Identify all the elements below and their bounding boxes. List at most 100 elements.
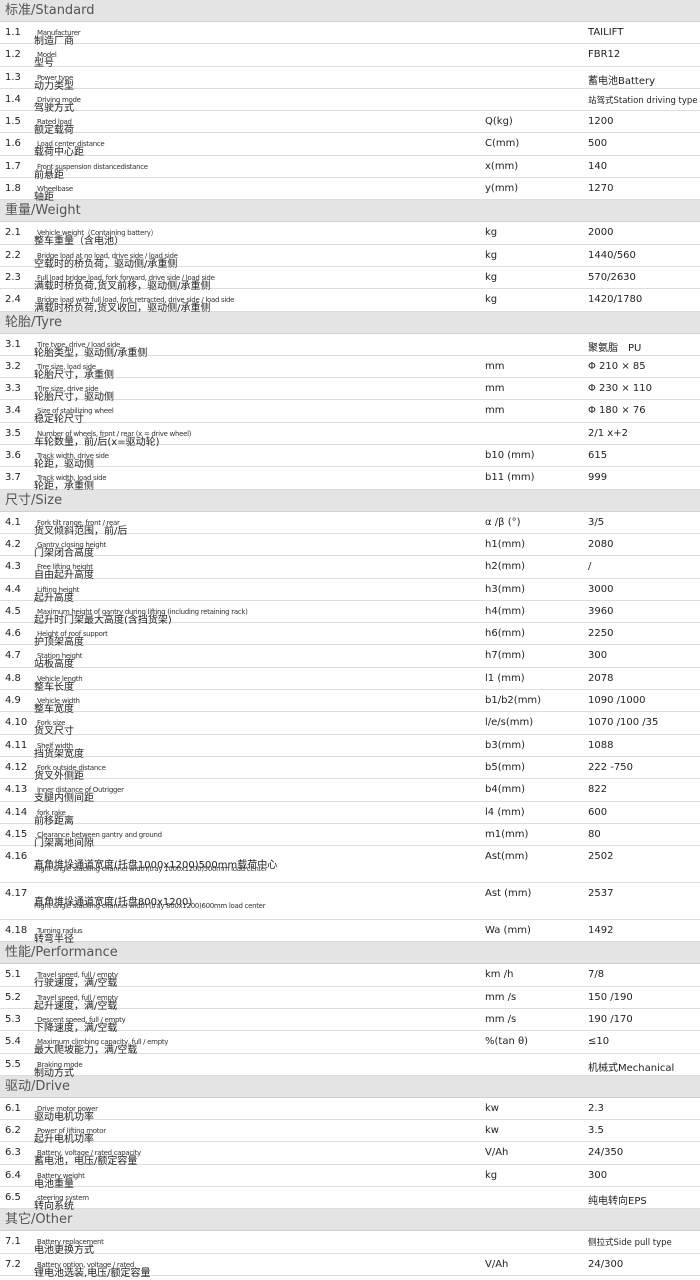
item-unit: b5(mm) — [485, 761, 525, 773]
item-value: 1070 /100 /35 — [588, 717, 659, 729]
item-label: 整车重量（含电池） Vehicle weight（Containing batte… — [34, 227, 158, 247]
item-label: 站板高度 Station height — [34, 650, 83, 670]
item-label-cn: 前悬距 — [34, 169, 64, 181]
item-label: 制造厂商 Manufacturer — [34, 27, 81, 47]
spec-row: 4.11 挡货架宽度 Shelf width b3(mm) 1088 — [0, 735, 700, 760]
item-label-cn: 门架离地间隙 — [34, 837, 94, 849]
spec-row: 1.3 动力类型 Power type 蓄电池Battery — [0, 67, 700, 92]
item-label: 门架闭合高度 Gantry closing height — [34, 539, 106, 559]
item-label-en: Turning radius — [37, 927, 83, 936]
item-value: 615 — [588, 450, 608, 462]
item-label: 货叉外侧距 Fork outside distance — [34, 762, 106, 782]
item-label-en: Number of wheels, front / rear (x = driv… — [37, 429, 192, 438]
item-label-en: Battery weight — [37, 1171, 85, 1180]
item-label: 载荷中心距 Load center distance — [34, 138, 105, 158]
item-label-cn: 货叉外侧距 — [34, 770, 84, 782]
item-label-en: Power of lifting motor — [37, 1127, 106, 1136]
item-number: 3.3 — [5, 383, 21, 395]
item-label: 挡货架宽度 Shelf width — [34, 740, 84, 760]
item-label: 制动方式 Braking mode — [34, 1059, 83, 1079]
spec-row: 4.1 货叉倾斜范围，前/后 Fork tilt range, front / re… — [0, 512, 700, 537]
item-value: 机械式Mechanical — [588, 1062, 675, 1074]
item-label: 蓄电池，电压/额定容量 Battery, voltage / rated capa… — [34, 1147, 141, 1167]
item-value: 侧拉式Side pull type — [588, 1238, 672, 1249]
item-label: 护顶架高度 Height of roof support — [34, 628, 108, 648]
item-unit: α /β (°) — [485, 516, 521, 528]
item-label-en: Fork outside distance — [37, 763, 106, 772]
item-label: 轮胎尺寸，承重侧 Tire size, load side — [34, 361, 114, 381]
spec-row: 1.5 额定载荷 Rated load Q(kg) 1200 — [0, 111, 700, 136]
item-value: ≤10 — [588, 1036, 610, 1048]
item-label-cn: 轮距，驱动侧 — [34, 459, 94, 471]
item-value: 2.3 — [588, 1102, 604, 1114]
item-value: 聚氨脂 PU — [588, 342, 642, 354]
spec-row: 4.17 直角堆垛通道宽度(托盘800x1200) Right angle stac… — [0, 883, 700, 921]
item-number: 4.12 — [5, 761, 28, 773]
item-label-en: Maximum climbing capacity, full / empty — [37, 1038, 169, 1047]
item-unit: x(mm) — [485, 160, 519, 172]
item-unit: kw — [485, 1125, 499, 1137]
item-value: 2/1 x+2 — [588, 427, 628, 439]
spec-row: 3.6 轮距，驱动侧 Track width, drive side b10 (mm)… — [0, 445, 700, 471]
item-label-en: Clearance between gantry and ground — [37, 830, 162, 839]
item-label: 支腿内侧间距 Inner distance of Outrigger — [34, 784, 124, 804]
item-label: 动力类型 Power type — [34, 72, 74, 92]
item-label-en: Right angle stacking channel width(tray … — [34, 865, 268, 874]
item-number: 2.2 — [5, 249, 21, 261]
item-value: Φ 210 × 85 — [588, 360, 646, 372]
item-label-cn: 前移距离 — [34, 815, 74, 827]
spec-row: 4.7 站板高度 Station height h7(mm) 300 — [0, 645, 700, 670]
item-label-en: Size of stabilizing wheel — [37, 407, 114, 416]
item-unit: Wa (mm) — [485, 925, 531, 937]
item-label-cn: 货叉尺寸 — [34, 726, 74, 738]
item-label: 轮胎类型，驱动侧/承重侧 Tire type, drive / load side — [34, 339, 147, 359]
item-label-en: Tire size, drive side — [37, 385, 99, 394]
item-number: 6.4 — [5, 1169, 21, 1181]
spec-row: 4.14 前移距离 fork rake l4 (mm) 600 — [0, 802, 700, 827]
item-label-cn: 电池更换方式 — [34, 1245, 94, 1257]
item-label-en: Track width, load side — [37, 474, 107, 483]
item-value: 300 — [588, 1169, 608, 1181]
item-unit: V/Ah — [485, 1258, 509, 1270]
item-number: 4.15 — [5, 828, 28, 840]
item-label-cn: 直角堆垛通道宽度(托盘800x1200) — [34, 897, 193, 909]
item-label: 车轮数量，前/后(x=驱动轮) Number of wheels, front /… — [34, 428, 192, 448]
item-number: 3.7 — [5, 472, 21, 484]
item-label-en: Inner distance of Outrigger — [37, 786, 124, 795]
item-number: 1.5 — [5, 116, 21, 128]
item-value: 3000 — [588, 583, 614, 595]
item-number: 6.2 — [5, 1125, 21, 1137]
spec-row: 5.3 下降速度，满/空载 Descent speed, full / empty m… — [0, 1009, 700, 1034]
item-label-en: Track width, drive side — [37, 452, 109, 461]
spec-row: 6.3 蓄电池，电压/额定容量 Battery, voltage / rated c… — [0, 1142, 700, 1167]
item-unit: m1(mm) — [485, 828, 529, 840]
item-number: 1.3 — [5, 71, 21, 83]
item-label-en: Battery, voltage / rated capacity — [37, 1149, 141, 1158]
item-label-en: Gantry closing height — [37, 540, 106, 549]
item-label-cn: 载荷中心距 — [34, 147, 84, 159]
item-label-en: Free lifting height — [37, 563, 93, 572]
item-value: Φ 230 × 110 — [588, 383, 652, 395]
spec-row: 7.2 锂电池选装,电压/额定容量 Battery option, voltage … — [0, 1254, 700, 1279]
item-label-cn: 稳定轮尺寸 — [34, 414, 84, 426]
item-label-en: Maximum height of gantry during lifting … — [37, 607, 248, 616]
item-label-cn: 蓄电池，电压/额定容量 — [34, 1156, 138, 1168]
item-number: 4.10 — [5, 717, 28, 729]
item-label: 起升时门架最大高度(含挡货架) Maximum height of gantry … — [34, 606, 248, 626]
spec-row: 6.1 驱动电机功率 Drive motor power kw 2.3 — [0, 1098, 700, 1123]
item-label-en: Model — [37, 51, 57, 60]
item-unit: mm — [485, 383, 505, 395]
spec-row: 5.2 起升速度，满/空载 Travel speed, full / empty mm… — [0, 987, 700, 1012]
item-label-cn: 挡货架宽度 — [34, 748, 84, 760]
spec-row: 5.1 行驶速度，满/空载 Travel speed, full / empty km… — [0, 964, 700, 989]
item-value: 150 /190 — [588, 991, 633, 1003]
item-label: 整车长度 Vehicle length — [34, 673, 83, 693]
spec-row: 4.16 直角堆垛通道宽度(托盘1000x1200)500mm载荷中心 Right … — [0, 846, 700, 884]
spec-row: 3.2 轮胎尺寸，承重侧 Tire size, load side mm Φ 210 ×… — [0, 356, 700, 381]
item-number: 4.1 — [5, 516, 21, 528]
spec-row: 3.1 轮胎类型，驱动侧/承重侧 Tire type, drive / load s… — [0, 334, 700, 359]
item-label-cn: 轮胎尺寸，承重侧 — [34, 369, 114, 381]
item-number: 5.1 — [5, 969, 21, 981]
item-number: 3.6 — [5, 450, 21, 462]
item-unit: kg — [485, 249, 498, 261]
